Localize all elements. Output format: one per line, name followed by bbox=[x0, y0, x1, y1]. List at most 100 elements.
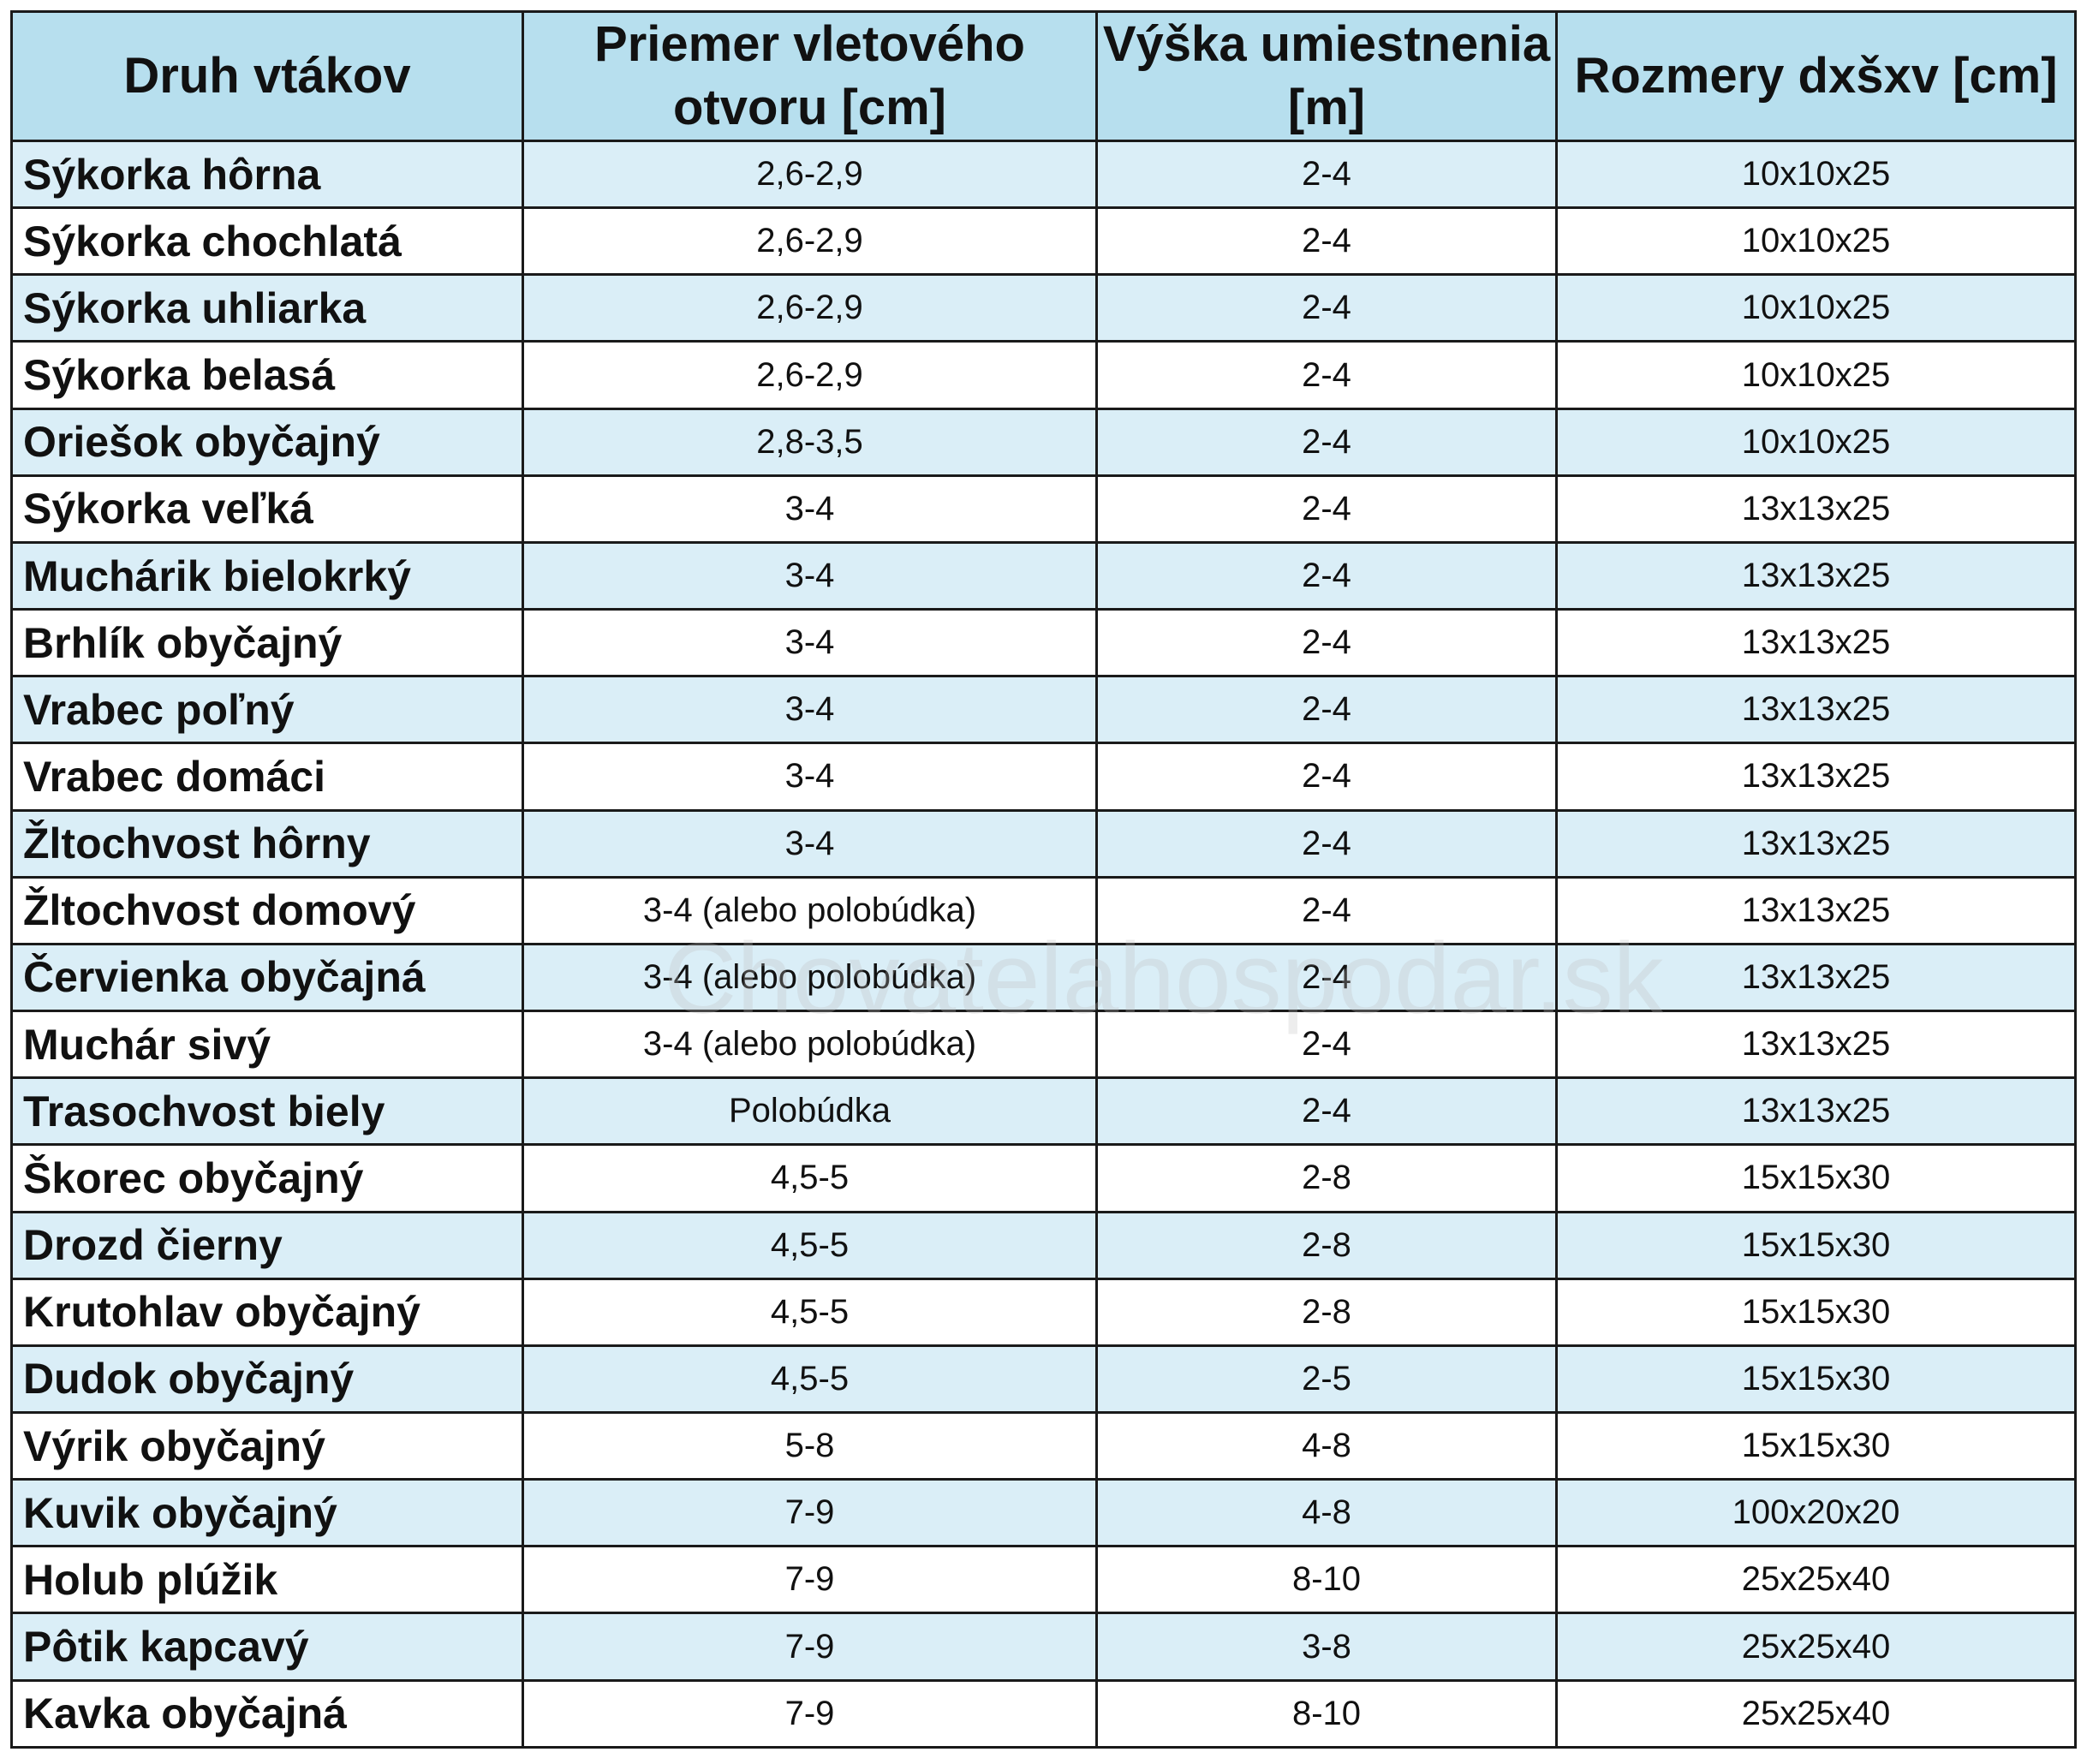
species-cell: Pôtik kapcavý bbox=[10, 1612, 524, 1682]
species-cell: Sýkorka hôrna bbox=[10, 139, 524, 210]
dimensions-cell: 13x13x25 bbox=[1555, 1076, 2077, 1147]
header-row: Druh vtákov Priemer vletového otvoru [cm… bbox=[10, 10, 2077, 142]
table-row: Pôtik kapcavý 7-9 3-8 25x25x40 bbox=[10, 1612, 2077, 1682]
entrance-diameter-cell: 3-4 (alebo polobúdka) bbox=[522, 875, 1098, 945]
dimensions-cell: 13x13x25 bbox=[1555, 1010, 2077, 1080]
table-row: Kavka obyčajná 7-9 8-10 25x25x40 bbox=[10, 1678, 2077, 1749]
table-row: Vrabec poľný 3-4 2-4 13x13x25 bbox=[10, 675, 2077, 745]
entrance-diameter-cell: 4,5-5 bbox=[522, 1210, 1098, 1280]
entrance-diameter-cell: 7-9 bbox=[522, 1612, 1098, 1682]
species-cell: Kuvik obyčajný bbox=[10, 1478, 524, 1548]
dimensions-cell: 13x13x25 bbox=[1555, 474, 2077, 544]
entrance-diameter-cell: 7-9 bbox=[522, 1678, 1098, 1749]
entrance-diameter-cell: 4,5-5 bbox=[522, 1143, 1098, 1213]
mounting-height-cell: 2-4 bbox=[1095, 1076, 1558, 1147]
mounting-height-cell: 2-4 bbox=[1095, 540, 1558, 611]
header-dimensions: Rozmery dxšxv [cm] bbox=[1555, 10, 2077, 142]
mounting-height-cell: 2-4 bbox=[1095, 474, 1558, 544]
species-cell: Škorec obyčajný bbox=[10, 1143, 524, 1213]
header-mounting-height: Výška umiestnenia [m] bbox=[1095, 10, 1558, 142]
species-cell: Červienka obyčajná bbox=[10, 942, 524, 1013]
table-body: Sýkorka hôrna 2,6-2,9 2-4 10x10x25 Sýkorka c… bbox=[10, 139, 2077, 1749]
table-row: Škorec obyčajný 4,5-5 2-8 15x15x30 bbox=[10, 1143, 2077, 1213]
species-cell: Dudok obyčajný bbox=[10, 1344, 524, 1414]
dimensions-cell: 13x13x25 bbox=[1555, 808, 2077, 879]
dimensions-cell: 15x15x30 bbox=[1555, 1410, 2077, 1481]
dimensions-cell: 13x13x25 bbox=[1555, 942, 2077, 1013]
species-cell: Sýkorka chochlatá bbox=[10, 206, 524, 277]
species-cell: Trasochvost biely bbox=[10, 1076, 524, 1147]
dimensions-cell: 100x20x20 bbox=[1555, 1478, 2077, 1548]
mounting-height-cell: 2-4 bbox=[1095, 675, 1558, 745]
entrance-diameter-cell: Polobúdka bbox=[522, 1076, 1098, 1147]
table-row: Žltochvost domový 3-4 (alebo polobúdka) 2-… bbox=[10, 875, 2077, 945]
dimensions-cell: 25x25x40 bbox=[1555, 1612, 2077, 1682]
entrance-diameter-cell: 3-4 (alebo polobúdka) bbox=[522, 1010, 1098, 1080]
species-cell: Brhlík obyčajný bbox=[10, 608, 524, 678]
mounting-height-cell: 2-4 bbox=[1095, 608, 1558, 678]
mounting-height-cell: 2-4 bbox=[1095, 875, 1558, 945]
table-row: Trasochvost biely Polobúdka 2-4 13x13x25 bbox=[10, 1076, 2077, 1147]
entrance-diameter-cell: 5-8 bbox=[522, 1410, 1098, 1481]
species-cell: Sýkorka veľká bbox=[10, 474, 524, 544]
entrance-diameter-cell: 3-4 bbox=[522, 608, 1098, 678]
mounting-height-cell: 3-8 bbox=[1095, 1612, 1558, 1682]
table-row: Muchár sivý 3-4 (alebo polobúdka) 2-4 13x13… bbox=[10, 1010, 2077, 1080]
mounting-height-cell: 2-4 bbox=[1095, 808, 1558, 879]
dimensions-cell: 25x25x40 bbox=[1555, 1678, 2077, 1749]
table-row: Sýkorka veľká 3-4 2-4 13x13x25 bbox=[10, 474, 2077, 544]
mounting-height-cell: 4-8 bbox=[1095, 1478, 1558, 1548]
species-cell: Vrabec domáci bbox=[10, 742, 524, 812]
species-cell: Muchárik bielokrký bbox=[10, 540, 524, 611]
entrance-diameter-cell: 3-4 (alebo polobúdka) bbox=[522, 942, 1098, 1013]
dimensions-cell: 15x15x30 bbox=[1555, 1344, 2077, 1414]
mounting-height-cell: 2-4 bbox=[1095, 139, 1558, 210]
species-cell: Oriešok obyčajný bbox=[10, 407, 524, 477]
header-entrance-diameter: Priemer vletového otvoru [cm] bbox=[522, 10, 1098, 142]
species-cell: Žltochvost hôrny bbox=[10, 808, 524, 879]
mounting-height-cell: 8-10 bbox=[1095, 1545, 1558, 1615]
dimensions-cell: 13x13x25 bbox=[1555, 540, 2077, 611]
dimensions-cell: 15x15x30 bbox=[1555, 1277, 2077, 1347]
species-cell: Výrik obyčajný bbox=[10, 1410, 524, 1481]
dimensions-cell: 25x25x40 bbox=[1555, 1545, 2077, 1615]
species-cell: Krutohlav obyčajný bbox=[10, 1277, 524, 1347]
dimensions-cell: 13x13x25 bbox=[1555, 608, 2077, 678]
mounting-height-cell: 2-4 bbox=[1095, 742, 1558, 812]
table-row: Dudok obyčajný 4,5-5 2-5 15x15x30 bbox=[10, 1344, 2077, 1414]
mounting-height-cell: 2-4 bbox=[1095, 340, 1558, 410]
mounting-height-cell: 4-8 bbox=[1095, 1410, 1558, 1481]
table-row: Holub plúžik 7-9 8-10 25x25x40 bbox=[10, 1545, 2077, 1615]
table-row: Červienka obyčajná 3-4 (alebo polobúdka) 2… bbox=[10, 942, 2077, 1013]
dimensions-cell: 10x10x25 bbox=[1555, 273, 2077, 343]
table-row: Kuvik obyčajný 7-9 4-8 100x20x20 bbox=[10, 1478, 2077, 1548]
table-row: Brhlík obyčajný 3-4 2-4 13x13x25 bbox=[10, 608, 2077, 678]
dimensions-cell: 10x10x25 bbox=[1555, 407, 2077, 477]
dimensions-cell: 15x15x30 bbox=[1555, 1143, 2077, 1213]
dimensions-cell: 13x13x25 bbox=[1555, 742, 2077, 812]
entrance-diameter-cell: 2,6-2,9 bbox=[522, 206, 1098, 277]
mounting-height-cell: 2-4 bbox=[1095, 1010, 1558, 1080]
table-row: Drozd čierny 4,5-5 2-8 15x15x30 bbox=[10, 1210, 2077, 1280]
species-cell: Holub plúžik bbox=[10, 1545, 524, 1615]
table-row: Sýkorka hôrna 2,6-2,9 2-4 10x10x25 bbox=[10, 139, 2077, 210]
entrance-diameter-cell: 2,6-2,9 bbox=[522, 273, 1098, 343]
table-row: Výrik obyčajný 5-8 4-8 15x15x30 bbox=[10, 1410, 2077, 1481]
entrance-diameter-cell: 2,6-2,9 bbox=[522, 139, 1098, 210]
mounting-height-cell: 2-4 bbox=[1095, 273, 1558, 343]
table-row: Sýkorka chochlatá 2,6-2,9 2-4 10x10x25 bbox=[10, 206, 2077, 277]
entrance-diameter-cell: 3-4 bbox=[522, 540, 1098, 611]
entrance-diameter-cell: 4,5-5 bbox=[522, 1277, 1098, 1347]
table-row: Sýkorka uhliarka 2,6-2,9 2-4 10x10x25 bbox=[10, 273, 2077, 343]
entrance-diameter-cell: 2,8-3,5 bbox=[522, 407, 1098, 477]
table-row: Krutohlav obyčajný 4,5-5 2-8 15x15x30 bbox=[10, 1277, 2077, 1347]
entrance-diameter-cell: 3-4 bbox=[522, 808, 1098, 879]
entrance-diameter-cell: 4,5-5 bbox=[522, 1344, 1098, 1414]
dimensions-cell: 13x13x25 bbox=[1555, 675, 2077, 745]
entrance-diameter-cell: 3-4 bbox=[522, 742, 1098, 812]
table-row: Sýkorka belasá 2,6-2,9 2-4 10x10x25 bbox=[10, 340, 2077, 410]
mounting-height-cell: 2-8 bbox=[1095, 1210, 1558, 1280]
mounting-height-cell: 2-4 bbox=[1095, 206, 1558, 277]
table-row: Žltochvost hôrny 3-4 2-4 13x13x25 bbox=[10, 808, 2077, 879]
species-cell: Kavka obyčajná bbox=[10, 1678, 524, 1749]
